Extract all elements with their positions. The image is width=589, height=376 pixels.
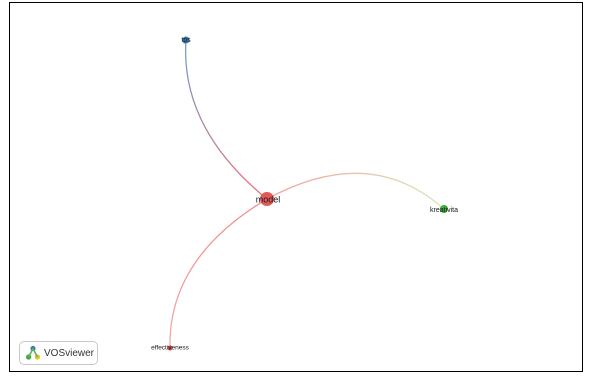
link-tps-model (184, 39, 268, 200)
link-model-kreativita (266, 172, 445, 210)
node-kreativita[interactable] (440, 205, 448, 213)
node-effectiveness[interactable] (167, 345, 173, 351)
node-label-tps[interactable]: tps (181, 37, 191, 44)
vosviewer-label: VOSviewer (44, 347, 95, 359)
network-canvas[interactable]: tps model kreativita effectiveness VOSvi… (9, 2, 583, 372)
network-map[interactable]: tps model kreativita effectiveness (10, 3, 582, 371)
link-model-effectiveness (169, 198, 268, 349)
vosviewer-badge[interactable]: VOSviewer (19, 341, 98, 365)
node-tps[interactable] (182, 36, 190, 44)
node-model[interactable] (260, 192, 274, 206)
node-label-model[interactable]: model (256, 194, 281, 204)
vosviewer-logo-icon (26, 345, 40, 360)
node-label-effectiveness[interactable]: effectiveness (151, 345, 190, 352)
node-label-kreativita[interactable]: kreativita (430, 207, 458, 214)
